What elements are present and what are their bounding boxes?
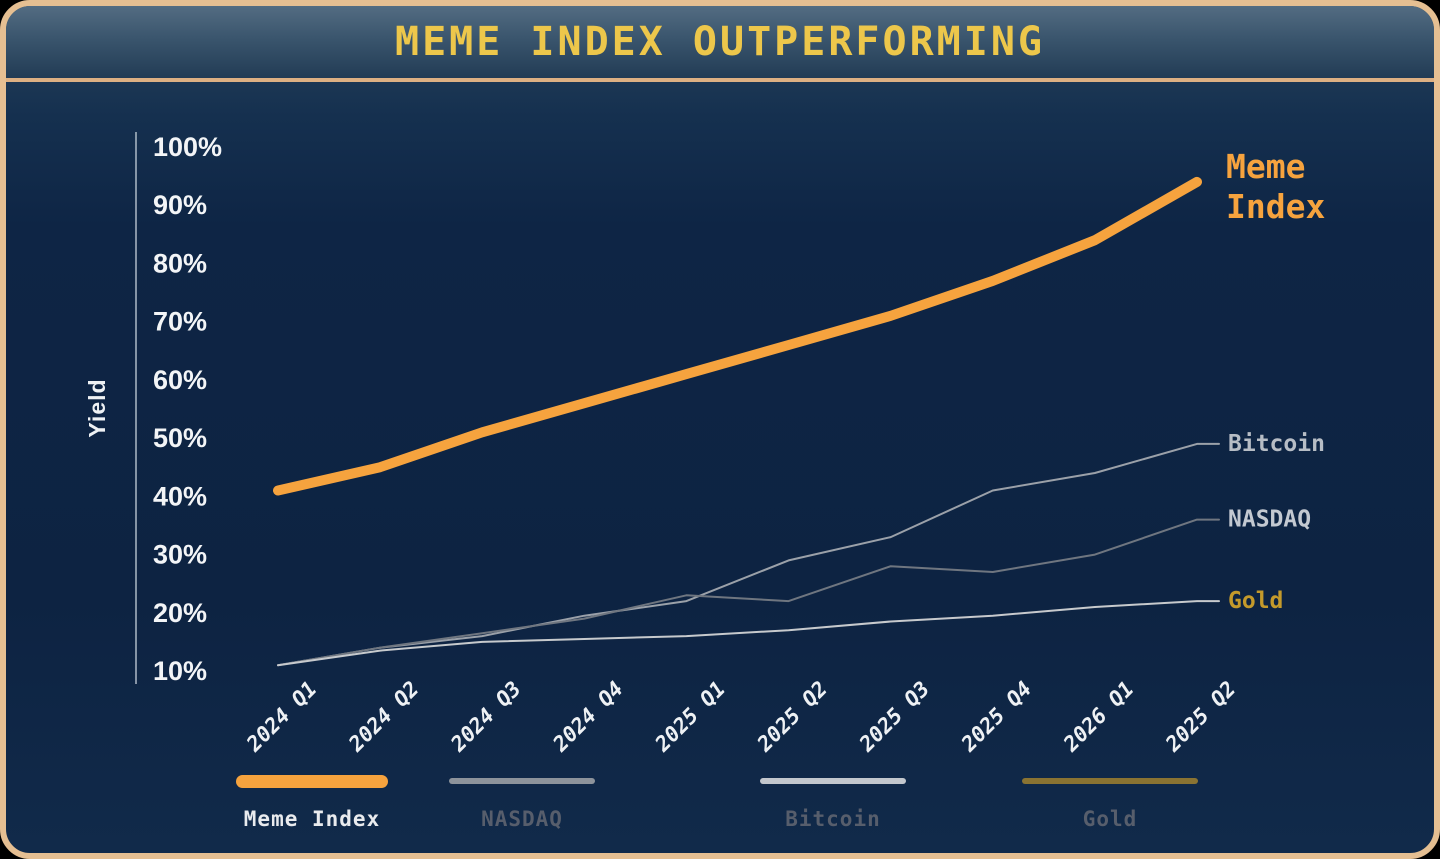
y-tick-label: 50%	[153, 423, 207, 453]
series-label-nasdaq: NASDAQ	[1228, 507, 1311, 533]
series-line-bitcoin	[277, 442, 1220, 667]
legend-chip-meme-index	[236, 774, 388, 788]
x-tick-label: 2024 Q1	[241, 677, 321, 757]
legend-label: NASDAQ	[481, 807, 563, 831]
x-tick-label: 2025 Q4	[956, 677, 1036, 757]
series-label-meme-index: Meme	[1226, 147, 1305, 186]
y-tick-label: 80%	[153, 248, 207, 278]
y-tick-label: 90%	[153, 190, 207, 220]
x-tick-label: 2025 Q1	[650, 677, 730, 757]
series-line-gold	[277, 600, 1220, 667]
yield-line-chart: 100% 90% 80% 70% 60% 50% 40% 30% 20% 10% Yield 2024…	[84, 132, 1325, 757]
card-header: MEME INDEX OUTPERFORMING	[6, 6, 1434, 82]
y-axis-title: Yield	[84, 378, 110, 437]
series-label-bitcoin: Bitcoin	[1228, 431, 1325, 457]
x-tick-label: 2025 Q2	[1160, 677, 1240, 757]
series-line-meme-index	[273, 176, 1202, 496]
series-line-nasdaq	[277, 518, 1220, 667]
legend-item-bitcoin[interactable]: Bitcoin	[723, 774, 943, 831]
series-label-meme-index: Index	[1226, 187, 1325, 226]
legend-item-meme-index[interactable]: Meme Index	[202, 774, 422, 831]
y-tick-label: 100%	[153, 132, 222, 162]
x-tick-label: 2026 Q1	[1058, 677, 1138, 757]
x-tick-label: 2025 Q3	[854, 677, 934, 757]
legend-label: Meme Index	[243, 807, 381, 831]
series-label-gold: Gold	[1228, 588, 1283, 614]
page-title: MEME INDEX OUTPERFORMING	[395, 19, 1045, 65]
legend-chip-bitcoin	[760, 778, 906, 784]
legend-label: Bitcoin	[785, 807, 881, 831]
legend-chip-nasdaq	[449, 778, 595, 784]
legend-label: Gold	[1082, 807, 1138, 831]
y-tick-label: 40%	[153, 481, 207, 511]
y-tick-label: 70%	[153, 307, 207, 337]
legend-chip-gold	[1022, 778, 1198, 784]
legend-item-nasdaq[interactable]: NASDAQ	[412, 774, 632, 831]
x-tick-label: 2024 Q3	[445, 677, 525, 757]
chart-legend: Meme Index NASDAQ Bitcoin Gold	[6, 6, 1434, 853]
x-tick-label: 2024 Q4	[548, 677, 628, 757]
y-tick-label: 10%	[153, 656, 207, 686]
y-tick-label: 20%	[153, 598, 207, 628]
legend-item-gold[interactable]: Gold	[1000, 774, 1220, 831]
y-tick-label: 60%	[153, 365, 207, 395]
x-tick-label: 2025 Q2	[752, 677, 832, 757]
x-tick-label: 2024 Q2	[343, 677, 423, 757]
y-tick-label: 30%	[153, 540, 207, 570]
